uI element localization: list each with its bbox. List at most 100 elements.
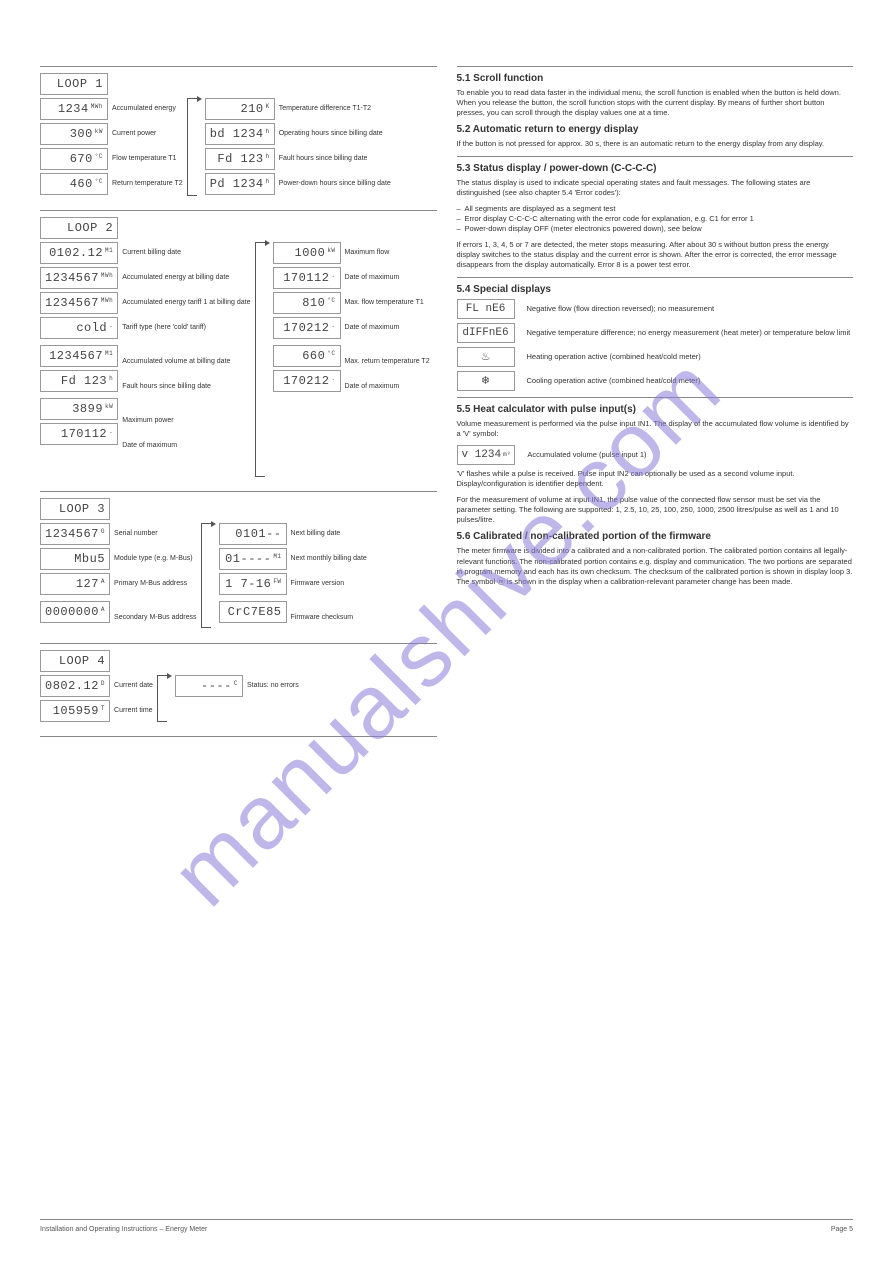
status-list: All segments are displayed as a segment … xyxy=(457,204,854,234)
lcd-desc: Secondary M-Bus address xyxy=(114,607,196,629)
list-item: Power-down display OFF (meter electronic… xyxy=(457,224,854,234)
lcd-cell: 0101-- xyxy=(219,523,287,545)
lcd-desc: Module type (e.g. M-Bus) xyxy=(114,548,196,570)
lcd-cell: 1234567M1 xyxy=(40,345,118,367)
divider xyxy=(40,736,437,737)
lcd-desc: Firmware version xyxy=(291,573,367,595)
lcd-desc: Accumulated energy tariff 1 at billing d… xyxy=(122,292,250,314)
lcd-desc: Next billing date xyxy=(291,523,367,545)
lcd-cell: 670°C xyxy=(40,148,108,170)
lcd-cell: 0102.12M1 xyxy=(40,242,118,264)
section-title: 5.6 Calibrated / non-calibrated portion … xyxy=(457,531,854,542)
lcd-cell: Mbu5 xyxy=(40,548,110,570)
lcd-cell: 0802.12D xyxy=(40,675,110,697)
lcd-desc: Temperature difference T1-T2 xyxy=(279,98,391,120)
section-body: The meter firmware is divided into a cal… xyxy=(457,546,854,587)
section-body: To enable you to read data faster in the… xyxy=(457,88,854,118)
lcd-desc: Fault hours since billing date xyxy=(122,376,250,398)
lcd-cell: 127A xyxy=(40,573,110,595)
lcd-cell: 0000000A xyxy=(40,601,110,623)
lcd-desc: Accumulated volume at billing date xyxy=(122,351,250,373)
lcd-cell: Fd 123h xyxy=(205,148,275,170)
bracket-arrow xyxy=(157,675,167,722)
section-title: 5.1 Scroll function xyxy=(457,73,854,84)
divider xyxy=(457,66,854,67)
lcd-cell: 460°C xyxy=(40,173,108,195)
lcd-desc: Date of maximum xyxy=(122,435,250,457)
footer-right: Page 5 xyxy=(831,1226,853,1233)
divider xyxy=(457,397,854,398)
special-display-row: ❄ Cooling operation active (combined hea… xyxy=(457,371,854,391)
lcd-cell: 3899kW xyxy=(40,398,118,420)
loop3-header-lcd: LOOP 3 xyxy=(40,498,110,520)
loop4-block: LOOP 4 0802.12D 105959T Current date Cur… xyxy=(40,650,437,722)
lcd-cell: 660°C xyxy=(273,345,341,367)
list-item: Error display C-C-C-C alternating with t… xyxy=(457,214,854,224)
section-body: 'V' flashes while a pulse is received. P… xyxy=(457,469,854,489)
divider xyxy=(40,210,437,211)
lcd-desc: Accumulated energy at billing date xyxy=(122,267,250,289)
lcd-desc: Maximum power xyxy=(122,410,250,432)
section-title: 5.2 Automatic return to energy display xyxy=(457,124,854,135)
divider xyxy=(40,643,437,644)
divider xyxy=(457,277,854,278)
loop1-header-lcd: LOOP 1 xyxy=(40,73,108,95)
lcd-desc: Fault hours since billing date xyxy=(279,148,391,170)
pulse-input-row: v 1234m³ Accumulated volume (pulse input… xyxy=(457,445,854,465)
special-display-row: dIFFnE6 Negative temperature difference;… xyxy=(457,323,854,343)
lcd-desc: Serial number xyxy=(114,523,196,545)
page-footer: Installation and Operating Instructions … xyxy=(40,1219,853,1233)
lcd-desc: Power-down hours since billing date xyxy=(279,173,391,195)
section-title: 5.3 Status display / power-down (C-C-C-C… xyxy=(457,163,854,174)
lcd-cell: cold. xyxy=(40,317,118,339)
bracket-arrow xyxy=(255,242,265,477)
row-text: Heating operation active (combined heat/… xyxy=(527,352,701,361)
lcd-desc: Tariff type (here 'cold' tariff) xyxy=(122,317,250,339)
lcd-cell: bd 1234h xyxy=(205,123,275,145)
row-text: Accumulated volume (pulse input 1) xyxy=(527,450,646,459)
lcd-desc: Maximum flow xyxy=(345,242,430,264)
lcd-cell: ----C xyxy=(175,675,243,697)
row-text: Negative temperature difference; no ener… xyxy=(527,328,851,337)
section-body: The status display is used to indicate s… xyxy=(457,178,854,198)
section-title: 5.5 Heat calculator with pulse input(s) xyxy=(457,404,854,415)
lcd-cell: 170112. xyxy=(273,267,341,289)
loop1-block: LOOP 1 1234MWh 300kW 670°C 460°C Accumul… xyxy=(40,73,437,196)
lcd-desc: Date of maximum xyxy=(345,376,430,398)
lcd-cell: 810°C xyxy=(273,292,341,314)
lcd-cell: Pd 1234h xyxy=(205,173,275,195)
section-body: Volume measurement is performed via the … xyxy=(457,419,854,439)
lcd-cell: 210K xyxy=(205,98,275,120)
list-item: All segments are displayed as a segment … xyxy=(457,204,854,214)
lcd-desc: Status: no errors xyxy=(247,675,299,697)
lcd-cell: 170212. xyxy=(273,317,341,339)
bracket-arrow xyxy=(201,523,211,628)
lcd-desc: Next monthly billing date xyxy=(291,548,367,570)
special-display-row: ♨ Heating operation active (combined hea… xyxy=(457,347,854,367)
loop2-block: LOOP 2 0102.12M1 1234567MWh 1234567MWh c… xyxy=(40,217,437,477)
loop3-block: LOOP 3 1234567G Mbu5 127A 0000000A Seria… xyxy=(40,498,437,629)
divider xyxy=(40,66,437,67)
footer-left: Installation and Operating Instructions … xyxy=(40,1226,207,1233)
lcd-cell: 170212. xyxy=(273,370,341,392)
lcd-desc: Current time xyxy=(114,700,153,722)
page-content: LOOP 1 1234MWh 300kW 670°C 460°C Accumul… xyxy=(0,0,893,763)
lcd-desc: Current power xyxy=(112,123,183,145)
lcd-desc: Operating hours since billing date xyxy=(279,123,391,145)
lcd-cell: 170112. xyxy=(40,423,118,445)
row-text: Negative flow (flow direction reversed);… xyxy=(527,304,715,313)
section-title: 5.4 Special displays xyxy=(457,284,854,295)
lcd-cell: 01----M1 xyxy=(219,548,287,570)
lcd-desc: Accumulated energy xyxy=(112,98,183,120)
lcd-cell: FL nE6 xyxy=(457,299,515,319)
lcd-desc: Firmware checksum xyxy=(291,607,367,629)
lcd-cell: dIFFnE6 xyxy=(457,323,515,343)
loop2-header-lcd: LOOP 2 xyxy=(40,217,118,239)
section-body: For the measurement of volume at input I… xyxy=(457,495,854,525)
lcd-cell: Fd 123h xyxy=(40,370,118,392)
lcd-cell: 105959T xyxy=(40,700,110,722)
lcd-cell: 1234567MWh xyxy=(40,292,118,314)
lcd-desc: Primary M-Bus address xyxy=(114,573,196,595)
section-body: If errors 1, 3, 4, 5 or 7 are detected, … xyxy=(457,240,854,270)
row-text: Cooling operation active (combined heat/… xyxy=(527,376,701,385)
